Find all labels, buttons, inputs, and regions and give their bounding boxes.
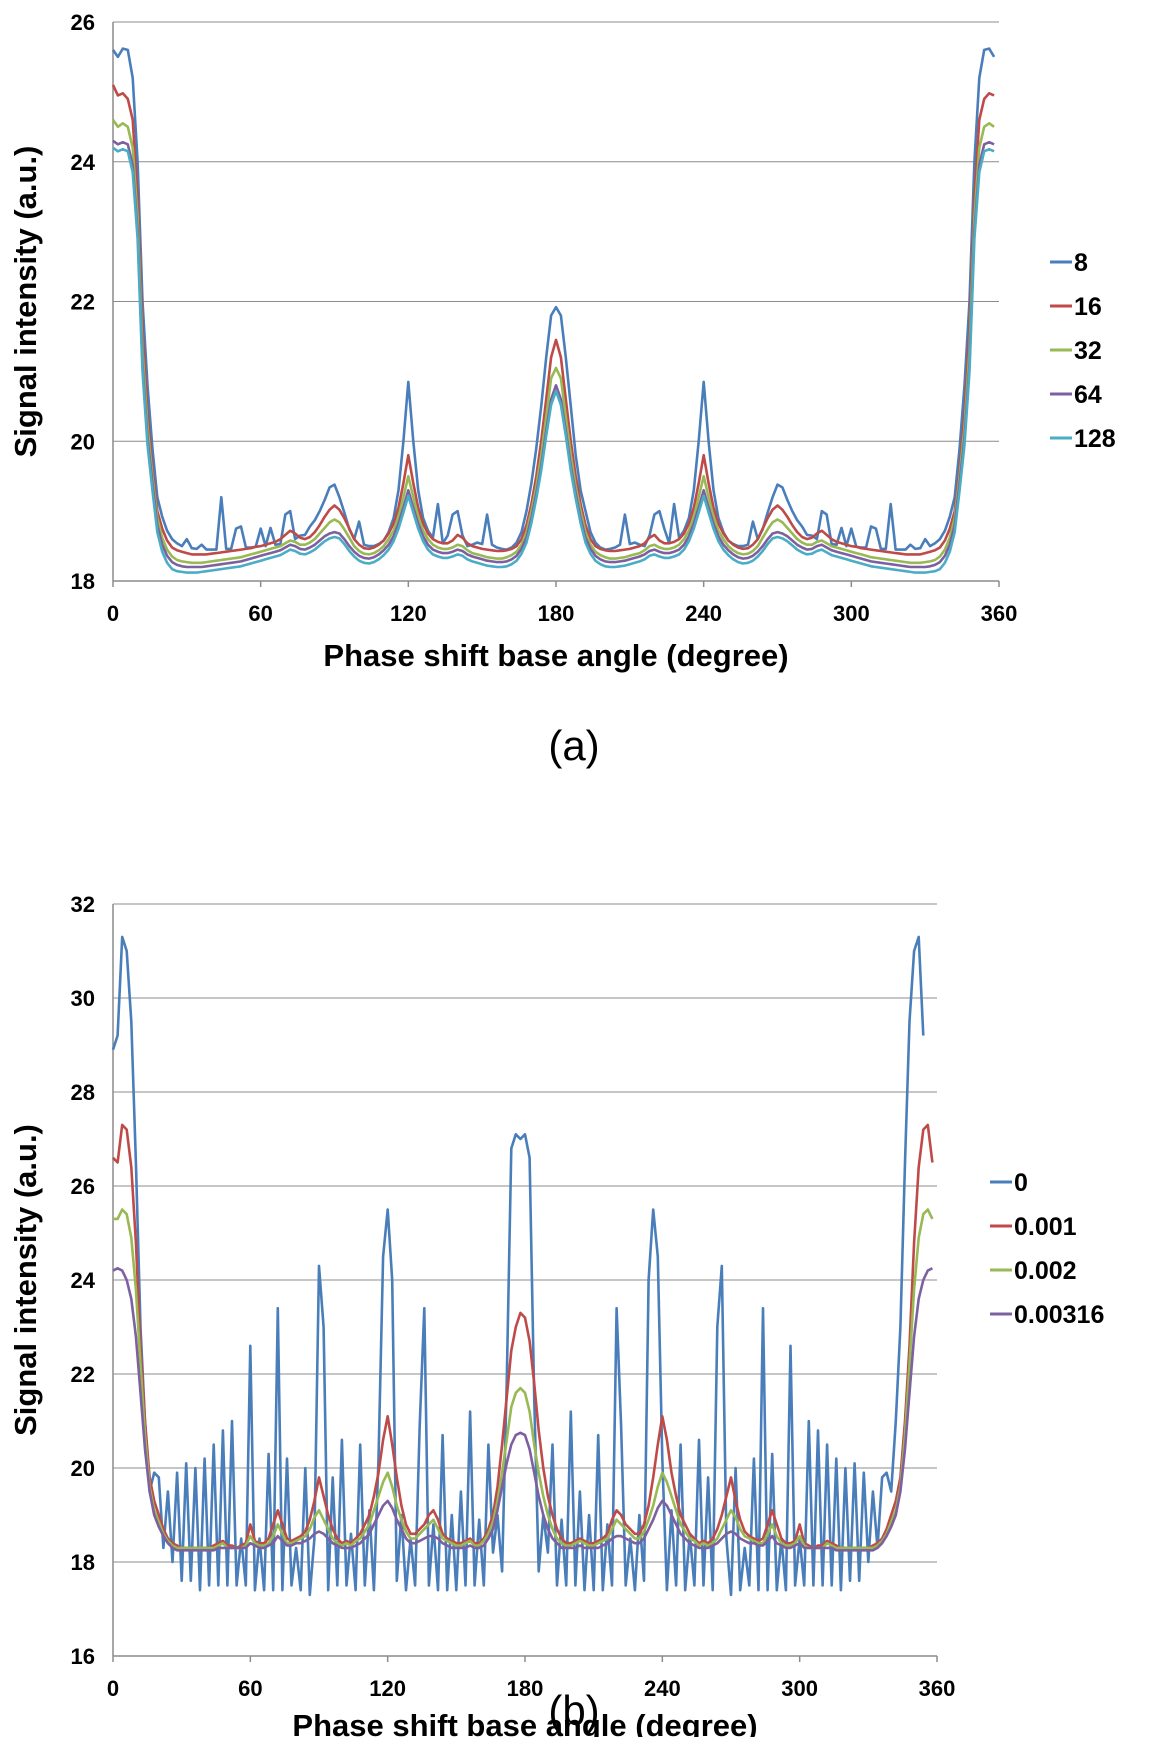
chart-b-x-tick-label: 120: [369, 1676, 406, 1701]
chart-a-y-tick-label: 26: [71, 10, 95, 35]
chart-b-legend-label: 0.002: [1014, 1257, 1077, 1285]
chart-b-series-line-0: [111, 935, 925, 1597]
chart-a-gridlines: [113, 21, 999, 442]
chart-a-series-line-16: [111, 84, 995, 556]
chart-a-series-line-32: [111, 119, 995, 565]
chart-b-series-line-0.001: [112, 1123, 934, 1550]
chart-b-legend: 0 0.001 0.002 0.00316: [990, 1169, 1104, 1329]
chart-b-x-tick-label: 300: [781, 1676, 818, 1701]
chart-a-legend-label: 32: [1074, 337, 1102, 365]
chart-a-series-group: [111, 47, 996, 574]
chart-b-legend-label: 0: [1014, 1169, 1028, 1197]
chart-b-y-tick-label: 28: [71, 1080, 95, 1105]
chart-a-legend-label: 16: [1074, 293, 1102, 321]
chart-a-y-tick-label: 22: [71, 290, 95, 315]
chart-b-y-tick-label: 16: [71, 1644, 95, 1669]
chart-b-y-tick-label: 24: [71, 1268, 96, 1293]
chart-a-x-tick-label: 360: [981, 601, 1018, 626]
chart-b-x-tick-label: 240: [644, 1676, 681, 1701]
chart-b-y-tick-label: 30: [71, 986, 95, 1011]
chart-a-x-tick-label: 60: [248, 601, 272, 626]
chart-a-x-tick-label: 180: [538, 601, 575, 626]
chart-b-x-tick-label: 0: [107, 1676, 119, 1701]
chart-a-svg: 18 20 22 24 26 0 60 120 180 240 300 360 Phase shift …: [8, 10, 1116, 769]
chart-b: 16 18 20 22 24 26 28 30 32 0 60 120 180 240 300 360 Phas…: [0, 880, 1149, 1737]
chart-a-panel-label: (a): [548, 722, 599, 769]
chart-a-legend-label: 64: [1074, 381, 1102, 409]
chart-b-legend-label: 0.00316: [1014, 1301, 1104, 1329]
chart-a-legend-label: 8: [1074, 249, 1088, 277]
chart-a-legend-label: 128: [1074, 425, 1116, 453]
chart-b-gridlines: [113, 903, 937, 1563]
chart-b-x-tick-label: 360: [919, 1676, 956, 1701]
chart-a-x-tick-label: 240: [685, 601, 722, 626]
chart-b-y-tick-label: 32: [71, 892, 95, 917]
chart-a-x-tick-label: 300: [833, 601, 870, 626]
chart-b-x-tick-label: 60: [238, 1676, 262, 1701]
chart-a-y-axis-title: Signal intensity (a.u.): [8, 146, 43, 458]
chart-a-x-tick-label: 0: [107, 601, 119, 626]
chart-b-x-axis-title: Phase shift base angle (degree): [292, 1708, 757, 1737]
chart-a-series-line-128: [112, 146, 995, 574]
chart-b-y-tick-label: 18: [71, 1550, 95, 1575]
chart-b-y-tick-label: 22: [71, 1362, 95, 1387]
chart-a: 18 20 22 24 26 0 60 120 180 240 300 360 Phase shift …: [0, 0, 1149, 790]
chart-b-x-tick-label: 180: [507, 1676, 544, 1701]
chart-a-x-axis-title: Phase shift base angle (degree): [323, 638, 788, 673]
chart-a-series-line-8: [111, 47, 996, 551]
chart-b-panel-label: (b): [548, 1687, 599, 1734]
chart-b-series-line-0.00316: [112, 1266, 933, 1552]
chart-b-series-group: [111, 935, 934, 1597]
chart-b-y-axis-title: Signal intensity (a.u.): [8, 1124, 43, 1436]
chart-b-y-tick-label: 20: [71, 1456, 95, 1481]
chart-a-y-tick-label: 20: [71, 429, 95, 454]
chart-a-y-tick-label: 24: [71, 150, 96, 175]
chart-b-svg: 16 18 20 22 24 26 28 30 32 0 60 120 180 240 300 360 Phas…: [8, 892, 1104, 1737]
chart-a-series-line-64: [112, 139, 995, 569]
chart-a-legend: 8 16 32 64 128: [1050, 249, 1116, 453]
chart-b-series-line-0.002: [113, 1208, 934, 1550]
chart-a-x-tick-label: 120: [390, 601, 427, 626]
chart-b-y-tick-label: 26: [71, 1174, 95, 1199]
chart-a-y-tick-label: 18: [71, 569, 95, 594]
chart-b-legend-label: 0.001: [1014, 1213, 1077, 1241]
